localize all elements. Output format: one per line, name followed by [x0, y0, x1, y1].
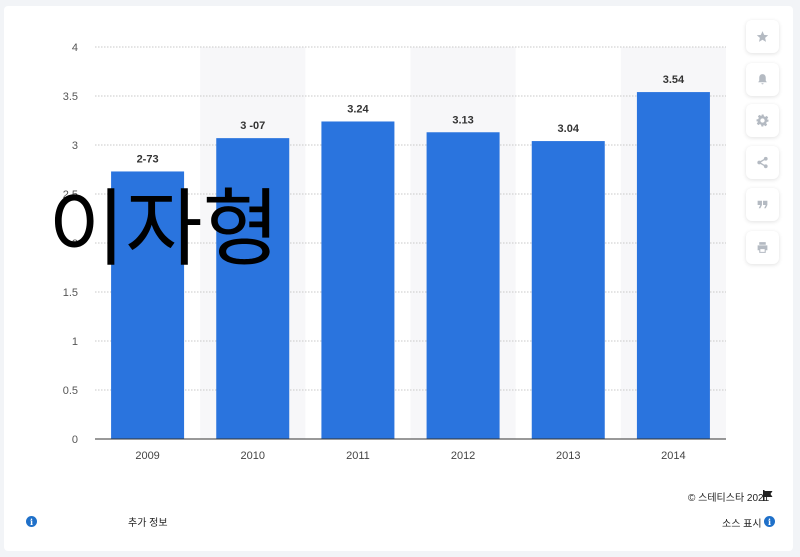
y-tick-label: 0 — [72, 434, 78, 446]
x-tick-label: 2012 — [451, 450, 475, 462]
data-label: 3.04 — [558, 123, 580, 135]
data-label: 3.13 — [452, 114, 473, 126]
bar — [426, 132, 500, 439]
data-label: 2-73 — [137, 153, 159, 165]
x-tick-label: 2009 — [135, 450, 159, 462]
y-tick-label: 2 — [72, 238, 78, 250]
star-icon — [756, 31, 769, 42]
data-label: 3.24 — [347, 103, 369, 115]
print-icon — [757, 242, 768, 253]
bell-icon — [758, 74, 767, 85]
favorite-button[interactable] — [746, 20, 779, 53]
print-button[interactable] — [746, 231, 779, 264]
y-tick-label: 0.5 — [63, 385, 78, 397]
data-label: 3 -07 — [240, 120, 265, 132]
quote-icon — [757, 200, 768, 209]
settings-button[interactable] — [746, 104, 779, 137]
y-tick-label: 3.5 — [63, 91, 78, 103]
gear-icon — [756, 114, 769, 127]
copyright-label: © 스테티스타 2021 — [688, 493, 770, 504]
y-tick-label: 4 — [72, 42, 78, 54]
y-tick-label: 2.5 — [63, 189, 78, 201]
share-icon — [757, 156, 768, 169]
source-info-icon[interactable]: i — [764, 516, 775, 527]
x-tick-label: 2014 — [661, 450, 685, 462]
bar — [216, 138, 290, 439]
y-tick-label: 3 — [72, 140, 78, 152]
y-tick-label: 1.5 — [63, 287, 78, 299]
bar — [321, 121, 395, 439]
overlay-text: 이자형 — [48, 180, 280, 278]
x-tick-label: 2013 — [556, 450, 580, 462]
x-tick-label: 2010 — [241, 450, 265, 462]
bar — [111, 171, 185, 439]
flag-icon[interactable] — [762, 490, 774, 501]
info-icon[interactable]: i — [26, 516, 37, 527]
bar — [636, 92, 710, 439]
x-tick-label: 2011 — [346, 450, 370, 462]
y-tick-label: 1 — [72, 336, 78, 348]
data-label: 3.54 — [663, 74, 685, 86]
bar — [531, 141, 605, 439]
share-button[interactable] — [746, 146, 779, 179]
show-source-link[interactable]: 소스 표시 — [722, 519, 762, 530]
notification-button[interactable] — [746, 63, 779, 96]
more-info-link[interactable]: 추가 정보 — [128, 518, 168, 529]
cite-button[interactable] — [746, 188, 779, 221]
